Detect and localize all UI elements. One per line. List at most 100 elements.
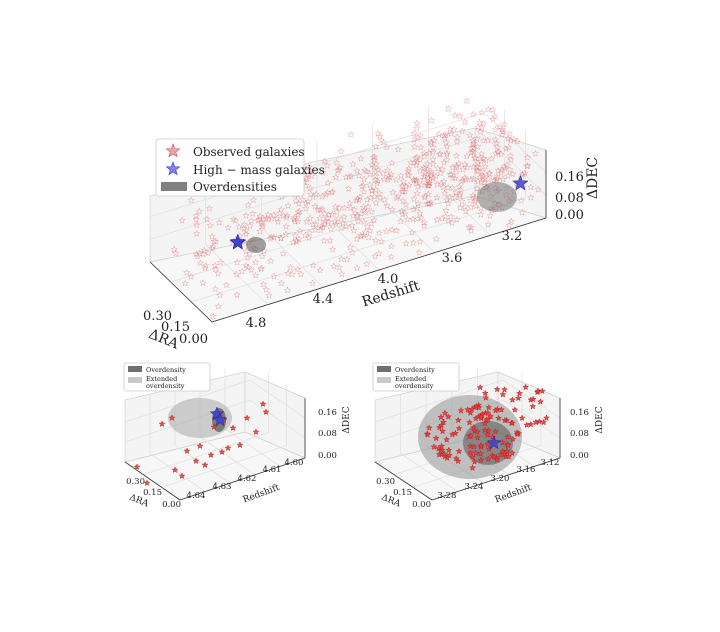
observed-galaxy-point	[494, 166, 502, 174]
observed-galaxy-point	[433, 180, 441, 188]
observed-galaxy-point	[244, 263, 252, 271]
observed-galaxy-point	[427, 116, 436, 124]
observed-galaxy-point	[328, 210, 336, 218]
observed-galaxy-point	[513, 137, 522, 145]
observed-galaxy-point	[291, 231, 299, 239]
observed-galaxy-point	[361, 228, 370, 236]
bl-observed-galaxy-point	[183, 447, 191, 455]
legend-overdensity-patch	[161, 182, 187, 191]
observed-galaxy-point	[455, 182, 463, 190]
br-high-mass-galaxies	[486, 435, 502, 450]
observed-galaxy-point	[392, 176, 401, 184]
observed-galaxy-point	[534, 185, 543, 193]
observed-galaxy-point	[323, 188, 332, 196]
observed-galaxy-point	[414, 199, 422, 207]
br-observed-galaxy-point	[444, 413, 452, 420]
bl-observed-galaxy-point	[229, 424, 237, 432]
observed-galaxy-point	[311, 220, 320, 228]
observed-galaxy-point	[195, 207, 204, 215]
observed-galaxy-point	[458, 176, 467, 184]
observed-galaxy-point	[283, 286, 292, 294]
observed-galaxy-point	[201, 264, 209, 272]
bl-z-axis-label: ΔDEC	[342, 406, 352, 433]
observed-galaxy-point	[452, 151, 461, 160]
observed-galaxy-point	[420, 152, 429, 160]
observed-galaxy-point	[251, 258, 260, 266]
br-observed-galaxy-point	[542, 414, 551, 422]
br-x-tick-label: 3.28	[438, 491, 457, 501]
observed-galaxy-point	[489, 115, 497, 123]
observed-galaxy-point	[267, 233, 276, 241]
observed-galaxy-point	[427, 169, 436, 178]
br-x-axis-label: Redshift	[494, 483, 534, 506]
observed-galaxy-point	[429, 155, 437, 163]
observed-galaxy-point	[463, 152, 471, 160]
observed-galaxy-point	[469, 143, 478, 152]
observed-galaxy-point	[446, 125, 455, 133]
observed-galaxy-point	[255, 215, 263, 223]
br-observed-galaxy-point	[495, 414, 503, 422]
observed-galaxy-point	[408, 228, 416, 236]
br-observed-galaxy-point	[470, 458, 479, 465]
observed-galaxy-point	[399, 196, 407, 205]
bl-z-tick-label: 0.00	[318, 451, 337, 461]
observed-galaxy-point	[439, 183, 448, 191]
br-z-tick-label: 0.08	[570, 429, 589, 439]
observed-galaxy-point	[451, 111, 459, 119]
observed-galaxy-point	[451, 174, 459, 182]
observed-galaxy-point	[413, 133, 422, 141]
observed-galaxy-point	[466, 131, 474, 139]
bl-legend-extended-patch	[128, 377, 142, 383]
observed-galaxy-point	[504, 171, 512, 180]
br-observed-galaxy-point	[508, 396, 516, 403]
observed-galaxy-point	[416, 143, 425, 151]
observed-galaxy-point	[311, 202, 319, 210]
observed-galaxy-point	[484, 220, 492, 228]
bl-x-tick-label: 4.64	[187, 491, 206, 501]
observed-galaxy-point	[458, 127, 467, 135]
observed-galaxy-point	[349, 226, 358, 234]
br-observed-galaxy-point	[484, 431, 492, 438]
observed-galaxy-point	[498, 125, 506, 133]
br-z-tick-label: 0.00	[570, 451, 589, 461]
observed-galaxy-point	[355, 171, 363, 179]
observed-galaxy-point	[248, 209, 257, 217]
br-observed-galaxy-point	[491, 427, 500, 435]
observed-galaxy-point	[412, 176, 421, 184]
observed-galaxy-point	[462, 96, 471, 105]
observed-galaxy-point	[256, 212, 264, 220]
br-observed-galaxy-point	[465, 418, 474, 426]
observed-galaxy-point	[463, 163, 472, 171]
observed-galaxy-point	[409, 205, 418, 213]
bl-legend: Overdensity Extended overdensity	[123, 362, 211, 392]
bl-observed-galaxy-point	[210, 423, 218, 431]
top-legend: Observed galaxies High − mass galaxies O…	[155, 138, 325, 197]
br-x-tick-labels: 3.28 3.24 3.20 3.16 3.12	[438, 458, 560, 501]
br-x-tick-label: 3.24	[465, 482, 484, 492]
legend-observed-label: Observed galaxies	[193, 145, 305, 159]
observed-galaxy-point	[405, 181, 413, 189]
observed-galaxy-point	[345, 172, 354, 180]
observed-galaxy-point	[332, 158, 341, 166]
observed-galaxy-point	[416, 209, 424, 217]
observed-galaxy-point	[359, 203, 368, 211]
grid-line	[261, 227, 324, 288]
br-y-axis	[374, 461, 433, 501]
observed-galaxy-point	[493, 172, 501, 181]
br-observed-galaxy-point	[518, 414, 526, 422]
high-mass-galaxy-point	[512, 174, 529, 191]
observed-galaxy-point	[430, 136, 438, 144]
observed-galaxy-point	[356, 193, 364, 201]
observed-galaxy-point	[330, 217, 339, 225]
observed-galaxy-point	[453, 133, 462, 141]
br-z-tick-label: 0.16	[570, 408, 589, 418]
bl-observed-galaxy-point	[201, 461, 209, 469]
observed-galaxy-point	[295, 199, 303, 207]
observed-galaxy-point	[322, 190, 330, 198]
bl-legend-extended-label: Extended overdensity	[146, 375, 185, 390]
br-legend-overdensity-label: Overdensity	[395, 366, 435, 374]
observed-galaxy-point	[382, 227, 391, 235]
observed-galaxy-point	[531, 149, 540, 157]
observed-galaxy-point	[203, 215, 211, 223]
observed-galaxy-point	[211, 261, 219, 269]
